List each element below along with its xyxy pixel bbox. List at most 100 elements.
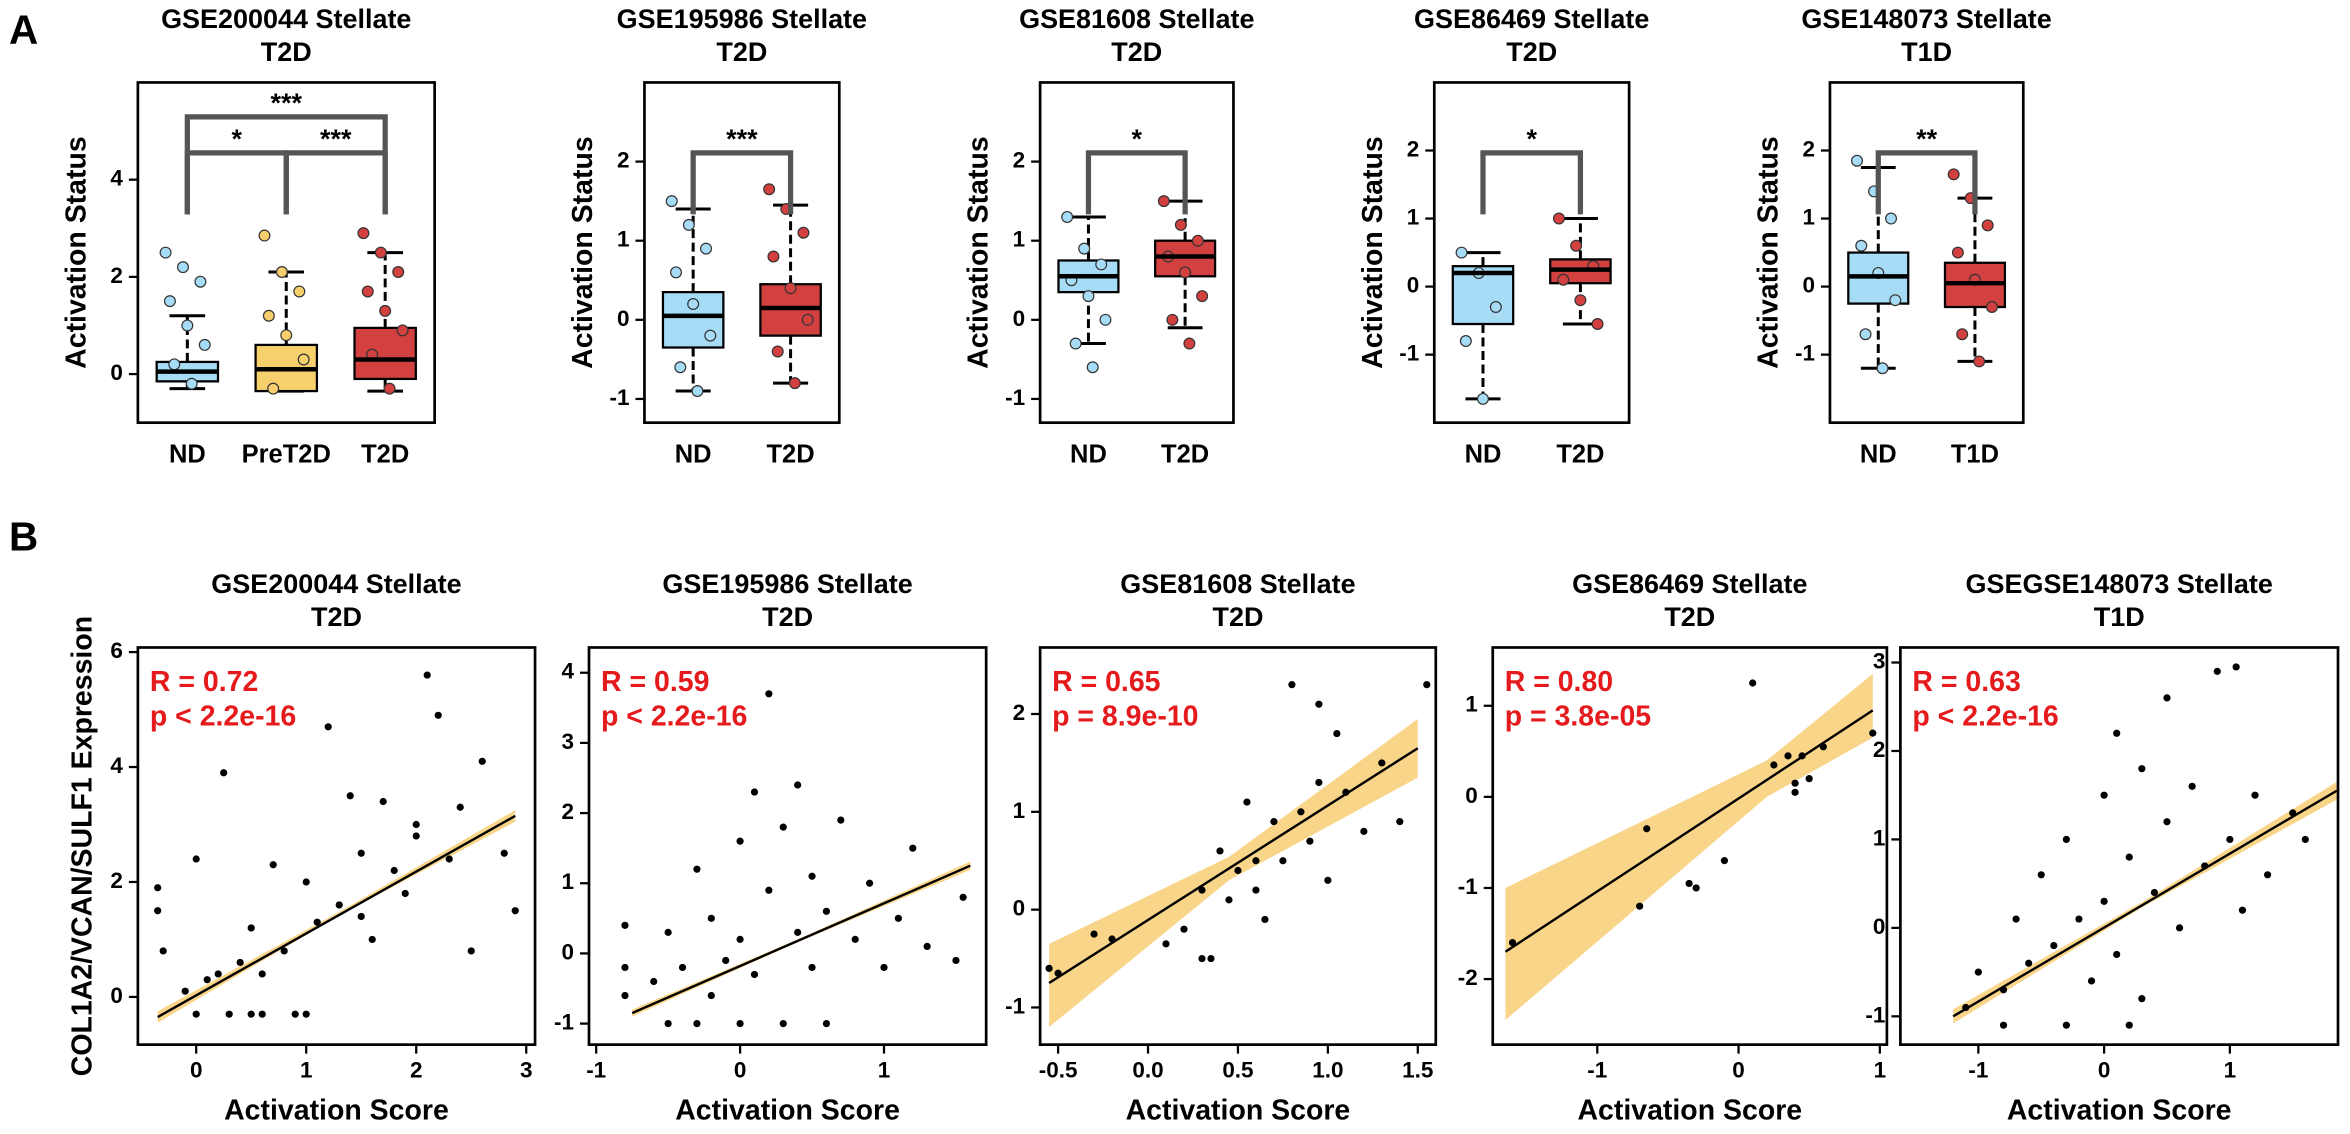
x-tick-label: 0 [734, 1058, 747, 1083]
point [383, 382, 396, 395]
point [379, 304, 392, 317]
point [801, 313, 814, 326]
panel-title: GSE195986 Stellate [617, 4, 867, 34]
point [361, 285, 374, 298]
y-tick-label: 2 [1802, 136, 1815, 161]
point [192, 1010, 200, 1018]
stat-annotation: R = 0.59 [601, 666, 709, 698]
point [1770, 761, 1778, 769]
x-tick-label: ND [169, 440, 206, 468]
significance-bracket [184, 150, 289, 215]
y-tick-label: 2 [562, 799, 575, 824]
point [194, 275, 207, 288]
point [1252, 886, 1260, 894]
point [500, 849, 508, 857]
point [456, 803, 464, 811]
y-axis-label: Activation Status [1357, 136, 1389, 369]
plot-frame [1038, 81, 1235, 425]
panel-subtitle: T2D [1111, 37, 1162, 67]
y-tick-label: 4 [562, 659, 575, 684]
point [346, 792, 354, 800]
point [866, 879, 874, 887]
point [707, 914, 715, 922]
point [822, 1019, 831, 1028]
point [401, 889, 409, 898]
point [357, 912, 365, 921]
plot-frame [1491, 646, 1889, 1046]
point [771, 345, 784, 358]
stat-annotation: p = 8.9e-10 [1052, 700, 1198, 732]
point [1851, 154, 1864, 167]
point [478, 757, 486, 765]
point [2062, 1021, 2070, 1029]
panel-subtitle: T1D [1901, 37, 1952, 67]
point [1078, 242, 1091, 255]
point [1198, 886, 1206, 894]
x-axis-label: Activation Score [675, 1095, 900, 1127]
point [736, 1019, 744, 1028]
y-tick-label: -1 [554, 1010, 574, 1035]
stat-annotation: R = 0.63 [1912, 666, 2020, 698]
point [236, 958, 244, 967]
significance-bracket [283, 150, 388, 215]
point [2100, 897, 2108, 905]
x-axis-label: Activation Score [1577, 1095, 1802, 1127]
significance-bracket [690, 150, 794, 215]
x-tick-label: 0 [2098, 1058, 2111, 1083]
point [1423, 681, 1431, 689]
point [2238, 906, 2247, 914]
fit-line [1048, 747, 1419, 985]
y-tick-label: 2 [1407, 136, 1420, 161]
y-tick-label: -1 [1005, 385, 1025, 410]
y-tick-label: 3 [1873, 648, 1886, 673]
x-tick-label: 1 [878, 1058, 891, 1083]
confidence-band [1505, 673, 1873, 1021]
y-tick-label: -1 [1795, 341, 1815, 366]
point [1207, 954, 1215, 963]
significance-bracket [1480, 150, 1584, 215]
panel-label: A [9, 7, 38, 53]
point [765, 690, 773, 698]
point [1749, 679, 1757, 687]
panel-title: GSE86469 Stellate [1414, 4, 1649, 34]
point [1791, 788, 1799, 796]
point [765, 886, 773, 894]
point [2050, 941, 2058, 950]
point [693, 865, 701, 873]
point [280, 329, 293, 342]
y-tick-label: -1 [1399, 341, 1419, 366]
point [163, 295, 176, 308]
point [1378, 759, 1386, 767]
point [247, 1010, 255, 1018]
point [181, 987, 189, 995]
point [1805, 775, 1813, 783]
point [357, 849, 365, 857]
point [203, 976, 211, 984]
panel-title: GSEGSE148073 Stellate [1966, 569, 2273, 599]
point [822, 907, 831, 915]
point [808, 872, 816, 880]
point [1643, 825, 1651, 833]
y-tick-label: 0 [562, 939, 575, 964]
point [192, 855, 200, 863]
point [1981, 219, 1994, 232]
plot-frame [643, 81, 841, 425]
point [220, 769, 228, 777]
point [2100, 791, 2108, 799]
x-tick-label: PreT2D [242, 440, 331, 468]
y-tick-label: 0 [1802, 273, 1815, 298]
panel-label: B [9, 513, 38, 559]
point [1162, 940, 1170, 948]
significance-label: *** [320, 124, 352, 154]
point [880, 963, 888, 972]
x-tick-label: 1 [1874, 1058, 1887, 1083]
x-tick-label: 0.0 [1132, 1058, 1163, 1083]
point [1476, 392, 1489, 405]
point [1591, 318, 1604, 331]
panel-subtitle: T2D [762, 602, 813, 632]
stat-annotation: p < 2.2e-16 [150, 700, 296, 732]
point [1045, 964, 1053, 972]
x-tick-label: ND [1860, 440, 1897, 468]
